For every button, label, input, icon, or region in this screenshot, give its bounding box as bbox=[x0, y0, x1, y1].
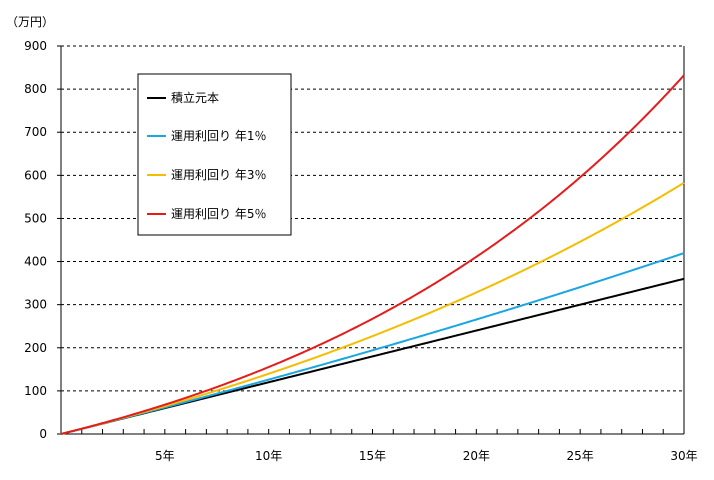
legend-label-2: 運用利回り 年3％ bbox=[171, 168, 266, 182]
x-tick-label: 30年 bbox=[670, 449, 697, 463]
x-tick-label: 15年 bbox=[359, 449, 386, 463]
x-tick-label: 10年 bbox=[255, 449, 282, 463]
y-unit-label: （万円） bbox=[6, 15, 54, 29]
tick-marks bbox=[57, 45, 685, 435]
series-lines bbox=[60, 74, 685, 435]
legend-label-1: 運用利回り 年1％ bbox=[171, 129, 266, 143]
series-line-3 bbox=[60, 74, 685, 435]
x-tick-label: 20年 bbox=[463, 449, 490, 463]
legend-box bbox=[137, 73, 292, 236]
y-tick-labels: 0 100 200 300 400 500 600 700 800 900 bbox=[24, 39, 47, 441]
y-tick-label: 900 bbox=[24, 39, 47, 53]
y-tick-label: 800 bbox=[24, 82, 47, 96]
series-line-2 bbox=[60, 181, 685, 435]
x-tick-label: 25年 bbox=[567, 449, 594, 463]
x-tick-label: 5年 bbox=[155, 449, 175, 463]
y-tick-label: 300 bbox=[24, 298, 47, 312]
y-tick-label: 500 bbox=[24, 211, 47, 225]
series-line-1 bbox=[60, 252, 685, 435]
y-tick-label: 0 bbox=[39, 427, 47, 441]
legend-label-3: 運用利回り 年5％ bbox=[171, 207, 266, 221]
legend-label-0: 積立元本 bbox=[171, 90, 219, 105]
y-tick-label: 700 bbox=[24, 125, 47, 139]
y-tick-label: 600 bbox=[24, 168, 47, 182]
x-tick-labels: 5年 10年 15年 20年 25年 30年 bbox=[155, 449, 698, 463]
legend: 積立元本 運用利回り 年1％ 運用利回り 年3％ 運用利回り 年5％ bbox=[137, 73, 292, 236]
y-tick-label: 200 bbox=[24, 341, 47, 355]
y-tick-label: 100 bbox=[24, 384, 47, 398]
y-tick-label: 400 bbox=[24, 255, 47, 269]
